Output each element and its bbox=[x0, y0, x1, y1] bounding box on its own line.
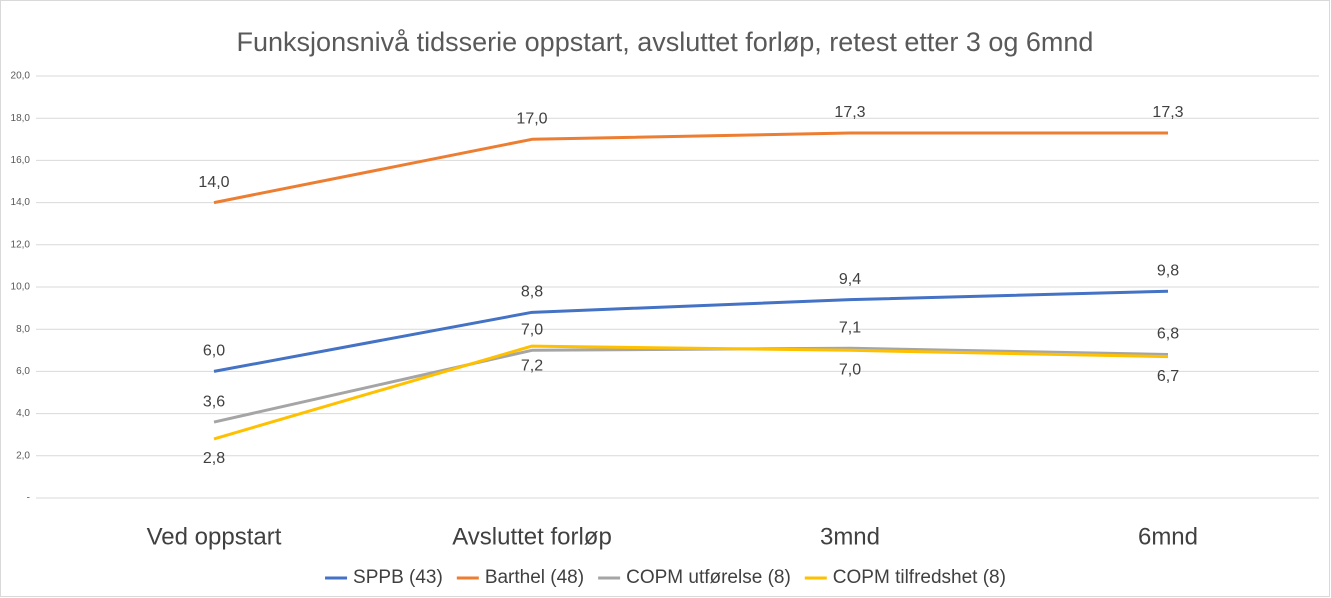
legend-label: COPM tilfredshet (8) bbox=[833, 567, 1006, 588]
legend-label: SPPB (43) bbox=[353, 567, 443, 588]
legend-label: Barthel (48) bbox=[485, 567, 584, 588]
data-label: 9,8 bbox=[1157, 262, 1179, 279]
data-label: 6,0 bbox=[203, 343, 225, 360]
x-tick-label: 3mnd bbox=[820, 523, 880, 550]
data-label: 9,4 bbox=[839, 271, 861, 288]
y-tick-label: 16,0 bbox=[11, 155, 31, 166]
y-tick-label: 20,0 bbox=[11, 71, 31, 82]
series-line bbox=[213, 344, 1169, 441]
data-label: 6,7 bbox=[1157, 368, 1179, 385]
data-label: 6,8 bbox=[1157, 326, 1179, 343]
x-tick-label: 6mnd bbox=[1138, 523, 1198, 550]
y-tick-label: 6,0 bbox=[16, 366, 30, 377]
data-label: 7,0 bbox=[521, 322, 543, 339]
data-label: 7,2 bbox=[521, 357, 543, 374]
y-tick-label: 8,0 bbox=[16, 324, 30, 335]
series-line bbox=[213, 289, 1169, 373]
y-tick-label: 2,0 bbox=[16, 450, 30, 461]
y-tick-label: 14,0 bbox=[11, 197, 31, 208]
y-tick-label: 10,0 bbox=[11, 282, 31, 293]
legend-label: COPM utførelse (8) bbox=[626, 567, 791, 588]
data-label: 2,8 bbox=[203, 450, 225, 467]
data-label: 17,3 bbox=[834, 104, 865, 121]
y-tick-label: 12,0 bbox=[11, 239, 31, 250]
data-label: 7,1 bbox=[839, 319, 861, 336]
data-label: 8,8 bbox=[521, 284, 543, 301]
data-label: 17,3 bbox=[1152, 104, 1183, 121]
y-tick-label: 18,0 bbox=[11, 113, 31, 124]
x-tick-label: Avsluttet forløp bbox=[452, 523, 612, 550]
series-line bbox=[213, 131, 1168, 205]
data-label: 14,0 bbox=[198, 174, 229, 191]
data-label: 3,6 bbox=[203, 393, 225, 410]
y-tick-label: - bbox=[27, 493, 30, 504]
chart-title: Funksjonsnivå tidsserie oppstart, avslut… bbox=[237, 27, 1094, 57]
data-label: 17,0 bbox=[516, 111, 547, 128]
data-label: 7,0 bbox=[839, 362, 861, 379]
y-tick-label: 4,0 bbox=[16, 408, 30, 419]
x-tick-label: Ved oppstart bbox=[147, 523, 282, 550]
